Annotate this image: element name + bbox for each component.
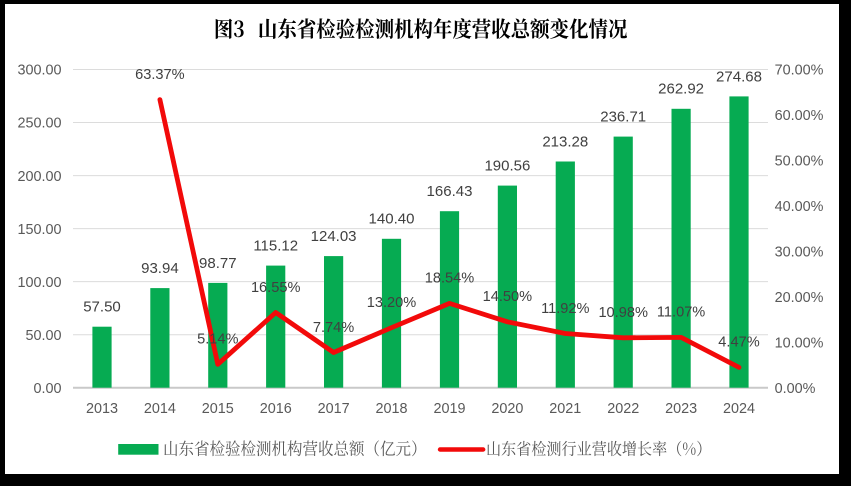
svg-text:140.40: 140.40 (369, 211, 415, 228)
svg-text:200.00: 200.00 (17, 169, 61, 185)
svg-text:150.00: 150.00 (17, 222, 61, 238)
svg-text:2021: 2021 (549, 401, 581, 417)
svg-text:14.50%: 14.50% (483, 289, 533, 305)
svg-text:60.00%: 60.00% (775, 108, 824, 124)
svg-text:10.98%: 10.98% (598, 305, 648, 321)
svg-text:50.00: 50.00 (25, 328, 61, 344)
svg-text:5.14%: 5.14% (197, 332, 238, 348)
svg-text:30.00%: 30.00% (775, 245, 824, 261)
svg-text:250.00: 250.00 (17, 116, 61, 132)
svg-text:2022: 2022 (607, 401, 639, 417)
svg-text:274.68: 274.68 (716, 68, 762, 85)
svg-text:2015: 2015 (202, 401, 234, 417)
svg-text:2019: 2019 (433, 401, 465, 417)
svg-text:2020: 2020 (491, 401, 523, 417)
svg-text:16.55%: 16.55% (251, 280, 301, 296)
svg-text:236.71: 236.71 (600, 109, 646, 126)
svg-text:2017: 2017 (318, 401, 350, 417)
svg-text:0.00: 0.00 (33, 381, 61, 397)
svg-text:13.20%: 13.20% (367, 295, 417, 311)
svg-text:190.56: 190.56 (484, 158, 530, 175)
svg-text:93.94: 93.94 (141, 260, 179, 277)
svg-text:115.12: 115.12 (253, 238, 298, 255)
svg-text:300.00: 300.00 (17, 63, 61, 79)
svg-text:63.37%: 63.37% (135, 67, 185, 83)
svg-text:0.00%: 0.00% (775, 381, 816, 397)
svg-text:100.00: 100.00 (17, 275, 61, 291)
svg-text:2018: 2018 (375, 401, 407, 417)
svg-text:4.47%: 4.47% (718, 335, 759, 351)
svg-text:98.77: 98.77 (199, 255, 237, 272)
svg-text:262.92: 262.92 (658, 81, 704, 98)
svg-text:7.74%: 7.74% (313, 320, 354, 336)
svg-text:57.50: 57.50 (83, 299, 121, 316)
svg-text:18.54%: 18.54% (425, 271, 475, 287)
svg-text:124.03: 124.03 (311, 228, 357, 245)
svg-text:166.43: 166.43 (427, 183, 473, 200)
svg-text:70.00%: 70.00% (775, 63, 824, 79)
svg-text:10.00%: 10.00% (775, 335, 824, 351)
svg-text:50.00%: 50.00% (775, 154, 824, 170)
svg-text:2013: 2013 (86, 401, 118, 417)
svg-text:20.00%: 20.00% (775, 290, 824, 306)
svg-text:40.00%: 40.00% (775, 199, 824, 215)
svg-text:2014: 2014 (144, 401, 176, 417)
svg-text:2023: 2023 (665, 401, 697, 417)
svg-text:2016: 2016 (260, 401, 292, 417)
svg-text:11.92%: 11.92% (541, 301, 589, 317)
svg-text:11.07%: 11.07% (657, 305, 705, 321)
svg-text:2024: 2024 (723, 401, 755, 417)
svg-text:213.28: 213.28 (542, 133, 588, 150)
